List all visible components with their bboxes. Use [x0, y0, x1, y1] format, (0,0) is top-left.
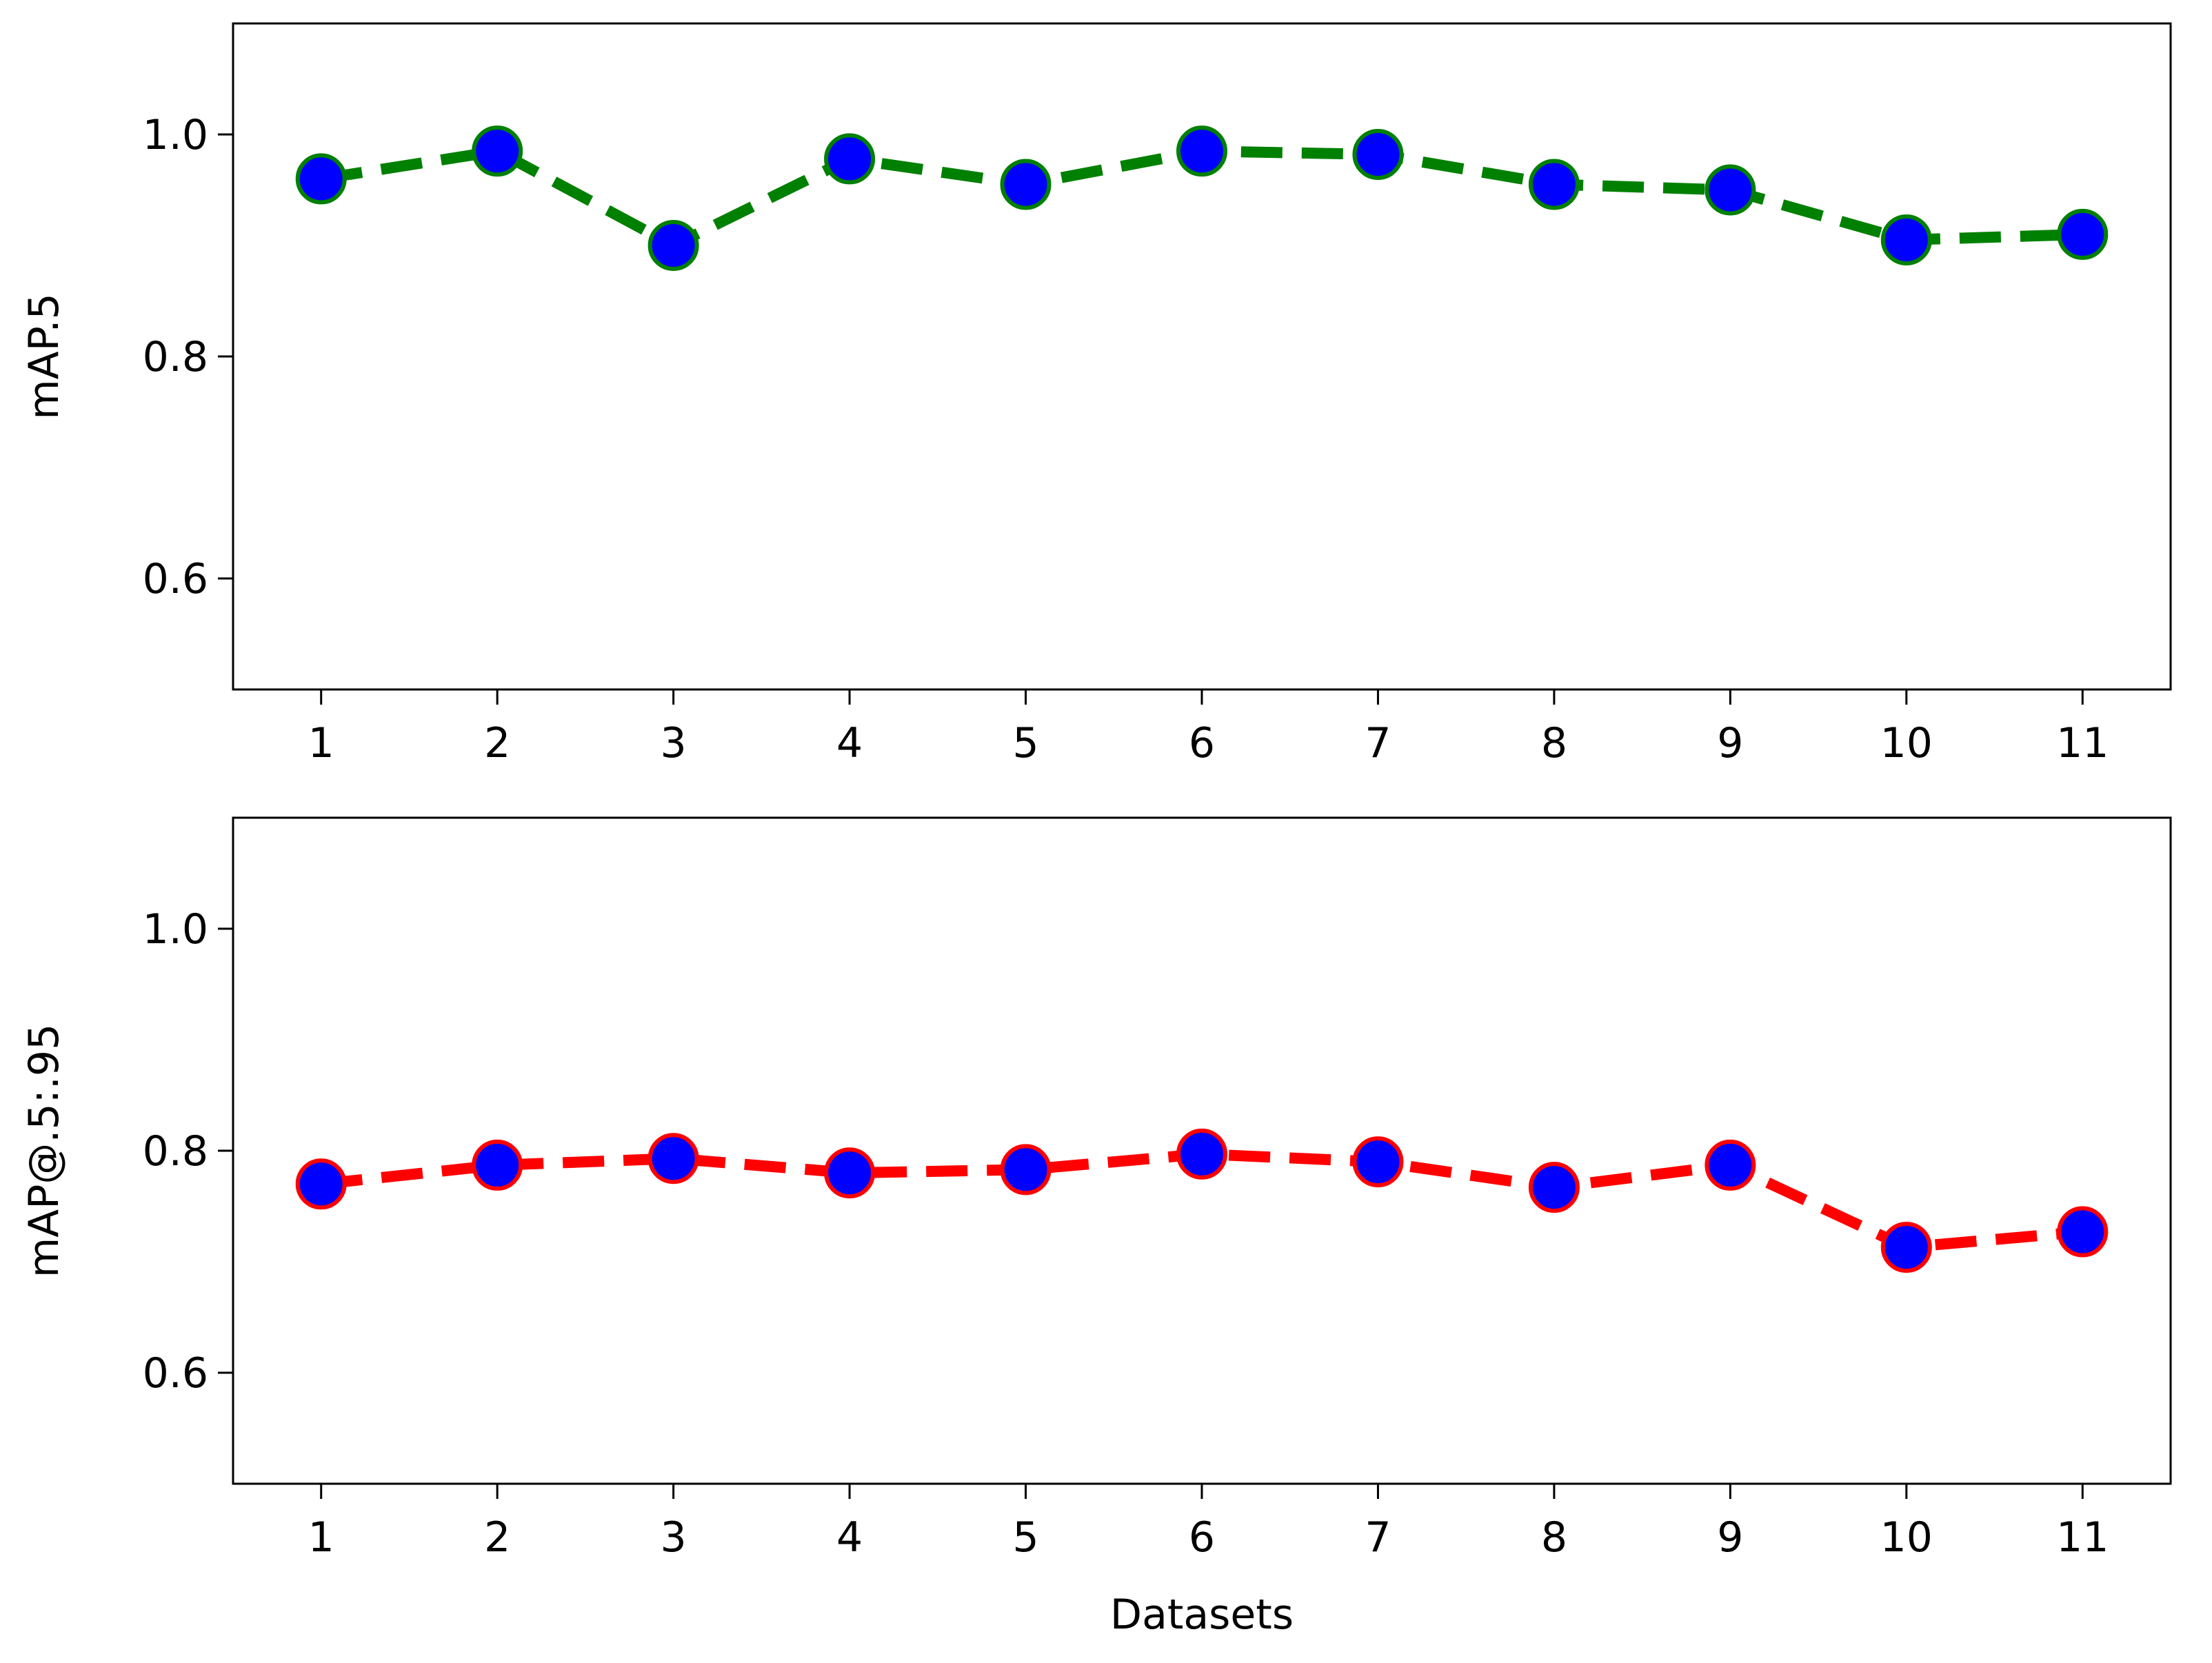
x-tick-label: 5 [1012, 1513, 1038, 1562]
x-tick-label: 11 [2056, 719, 2109, 767]
x-tick-label: 6 [1189, 1513, 1215, 1562]
y-axis-label: mAP@.5:.95 [20, 1024, 68, 1278]
data-point-2-6 [1176, 1128, 1227, 1180]
data-point-1-9 [1705, 164, 1756, 216]
x-tick-label: 4 [836, 719, 863, 767]
data-point-1-3 [647, 220, 699, 271]
x-tick-label: 1 [308, 719, 334, 767]
x-tick-label: 2 [484, 719, 510, 767]
data-point-2-10 [1880, 1222, 1932, 1273]
y-tick-label: 0.6 [143, 555, 208, 603]
data-point-2-8 [1528, 1162, 1580, 1213]
data-point-2-4 [824, 1147, 876, 1199]
data-point-1-1 [295, 153, 347, 205]
x-tick-label: 7 [1365, 719, 1391, 767]
x-tick-label: 11 [2056, 1513, 2109, 1562]
data-point-1-5 [1000, 159, 1052, 210]
x-tick-label: 3 [661, 719, 687, 767]
data-point-1-7 [1352, 128, 1404, 180]
data-point-1-10 [1880, 214, 1932, 265]
x-tick-label: 9 [1717, 719, 1743, 767]
data-point-2-9 [1705, 1139, 1756, 1191]
data-point-2-1 [295, 1158, 347, 1210]
data-point-1-8 [1528, 159, 1580, 210]
data-point-1-11 [2057, 208, 2109, 260]
y-tick-label: 1.0 [143, 111, 208, 159]
data-point-1-2 [472, 125, 523, 177]
x-tick-label: 2 [484, 1513, 510, 1562]
data-point-2-2 [472, 1139, 523, 1191]
y-tick-label: 0.8 [143, 333, 208, 381]
x-tick-label: 8 [1541, 719, 1567, 767]
x-tick-label: 3 [661, 1513, 687, 1562]
data-point-2-3 [647, 1133, 699, 1185]
data-point-1-6 [1176, 125, 1227, 177]
x-tick-label: 9 [1717, 1513, 1743, 1562]
data-point-2-7 [1352, 1136, 1404, 1188]
y-tick-label: 1.0 [143, 905, 208, 954]
x-tick-label: 1 [308, 1513, 334, 1562]
plot-frame-1 [232, 22, 2172, 691]
x-tick-label: 8 [1541, 1513, 1567, 1562]
y-tick-label: 0.8 [143, 1127, 208, 1176]
x-axis-label: Datasets [1110, 1591, 1294, 1639]
x-tick-label: 10 [1880, 1513, 1933, 1562]
data-point-2-5 [1000, 1144, 1052, 1196]
x-tick-label: 7 [1365, 1513, 1391, 1562]
x-tick-label: 6 [1189, 719, 1215, 767]
x-tick-label: 4 [836, 1513, 863, 1562]
y-axis-label: mAP.5 [20, 293, 68, 420]
x-tick-label: 10 [1880, 719, 1933, 767]
data-point-1-4 [824, 133, 876, 185]
x-tick-label: 5 [1012, 719, 1038, 767]
y-tick-label: 0.6 [143, 1349, 208, 1398]
data-point-2-11 [2057, 1206, 2109, 1258]
